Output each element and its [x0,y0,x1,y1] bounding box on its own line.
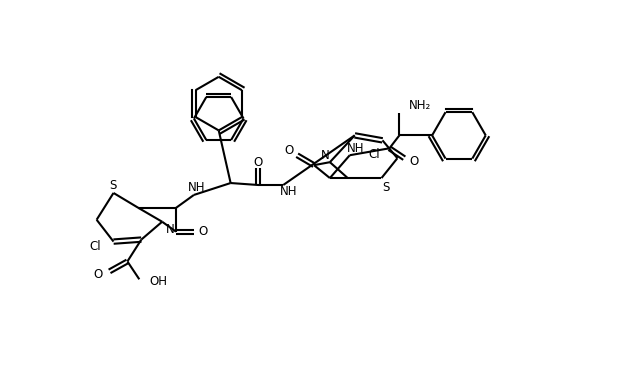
Text: NH₂: NH₂ [409,99,431,112]
Text: O: O [93,268,103,281]
Text: O: O [284,144,293,157]
Text: Cl: Cl [369,148,381,161]
Text: N: N [321,149,330,162]
Text: NH: NH [279,185,297,198]
Text: S: S [109,179,116,191]
Text: NH: NH [188,182,206,194]
Text: N: N [166,223,175,236]
Text: O: O [409,155,418,168]
Text: O: O [199,225,208,238]
Text: O: O [253,156,263,169]
Text: Cl: Cl [90,240,101,253]
Text: OH: OH [149,275,167,288]
Text: NH: NH [347,142,364,155]
Text: S: S [382,182,389,194]
